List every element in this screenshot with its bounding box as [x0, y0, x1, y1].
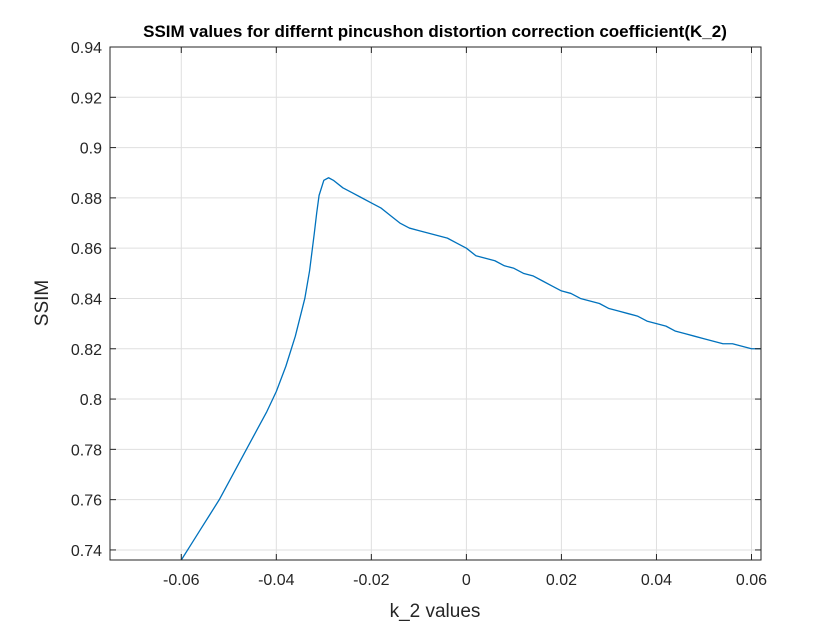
y-tick-label: 0.86 [71, 241, 102, 258]
y-tick-label: 0.76 [71, 493, 102, 510]
y-tick-label: 0.9 [80, 141, 102, 158]
x-ticks: -0.06 -0.04 -0.02 0 0.02 0.04 0.06 [163, 47, 767, 589]
x-tick-label: -0.06 [163, 572, 200, 589]
series-line-ssim [180, 177, 761, 561]
x-gridlines [180, 47, 752, 560]
x-tick-label: -0.04 [258, 572, 295, 589]
x-tick-label: 0.06 [736, 572, 767, 589]
series-group [180, 177, 761, 561]
y-tick-label: 0.84 [71, 291, 102, 308]
y-tick-label: 0.78 [71, 442, 102, 459]
y-tick-label: 0.82 [71, 342, 102, 359]
y-tick-label: 0.92 [71, 90, 102, 107]
x-tick-label: 0.02 [546, 572, 577, 589]
y-tick-label: 0.88 [71, 191, 102, 208]
x-axis-label: k_2 values [390, 601, 481, 622]
x-tick-label: -0.02 [353, 572, 390, 589]
y-tick-label: 0.74 [71, 543, 102, 560]
y-ticks: 0.74 0.76 0.78 0.8 0.82 0.84 0.86 0.88 0.9 0.92 0.… [71, 40, 761, 560]
axes-box [109, 46, 762, 561]
chart-title: SSIM values for differnt pincushon disto… [143, 22, 727, 41]
x-tick-label: 0 [462, 572, 471, 589]
plot-area [110, 47, 761, 560]
y-tick-label: 0.94 [71, 40, 102, 57]
y-tick-label: 0.8 [80, 392, 102, 409]
y-gridlines [110, 46, 761, 551]
y-axis-label: SSIM [32, 280, 53, 326]
x-tick-label: 0.04 [641, 572, 672, 589]
